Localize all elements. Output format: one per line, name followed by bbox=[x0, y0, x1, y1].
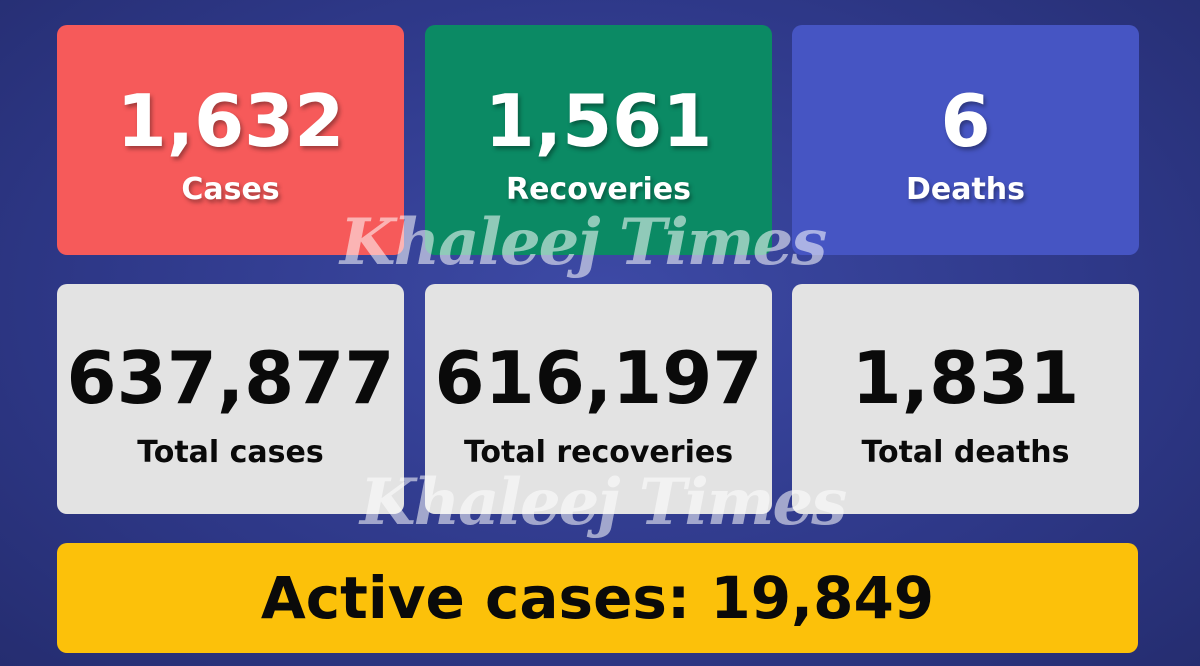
active-value: 19,849 bbox=[710, 564, 935, 632]
total-value: 616,197 bbox=[434, 336, 763, 420]
daily-cases-card: 1,632 Cases bbox=[57, 25, 404, 255]
daily-value: 1,632 bbox=[116, 79, 345, 163]
daily-label: Deaths bbox=[905, 172, 1026, 207]
daily-recoveries-card: 1,561 Recoveries bbox=[425, 25, 772, 255]
daily-label: Cases bbox=[181, 172, 280, 207]
watermark: Khaleej Times bbox=[360, 465, 847, 540]
total-label: Total cases bbox=[137, 435, 324, 470]
total-deaths-card: 1,831 Total deaths bbox=[792, 284, 1139, 514]
active-label: Active cases: bbox=[260, 564, 691, 632]
daily-value: 1,561 bbox=[484, 79, 713, 163]
total-value: 637,877 bbox=[66, 336, 395, 420]
total-recoveries-card: 616,197 Total recoveries bbox=[425, 284, 772, 514]
active-cases-bar: Active cases: 19,849 bbox=[57, 543, 1138, 653]
daily-label: Recoveries bbox=[505, 172, 692, 207]
daily-deaths-card: 6 Deaths bbox=[792, 25, 1139, 255]
total-cases-card: 637,877 Total cases bbox=[57, 284, 404, 514]
daily-value: 6 bbox=[940, 79, 991, 163]
total-value: 1,831 bbox=[851, 336, 1080, 420]
total-label: Total recoveries bbox=[463, 435, 734, 470]
total-label: Total deaths bbox=[861, 435, 1070, 470]
watermark: Khaleej Times bbox=[340, 205, 827, 280]
